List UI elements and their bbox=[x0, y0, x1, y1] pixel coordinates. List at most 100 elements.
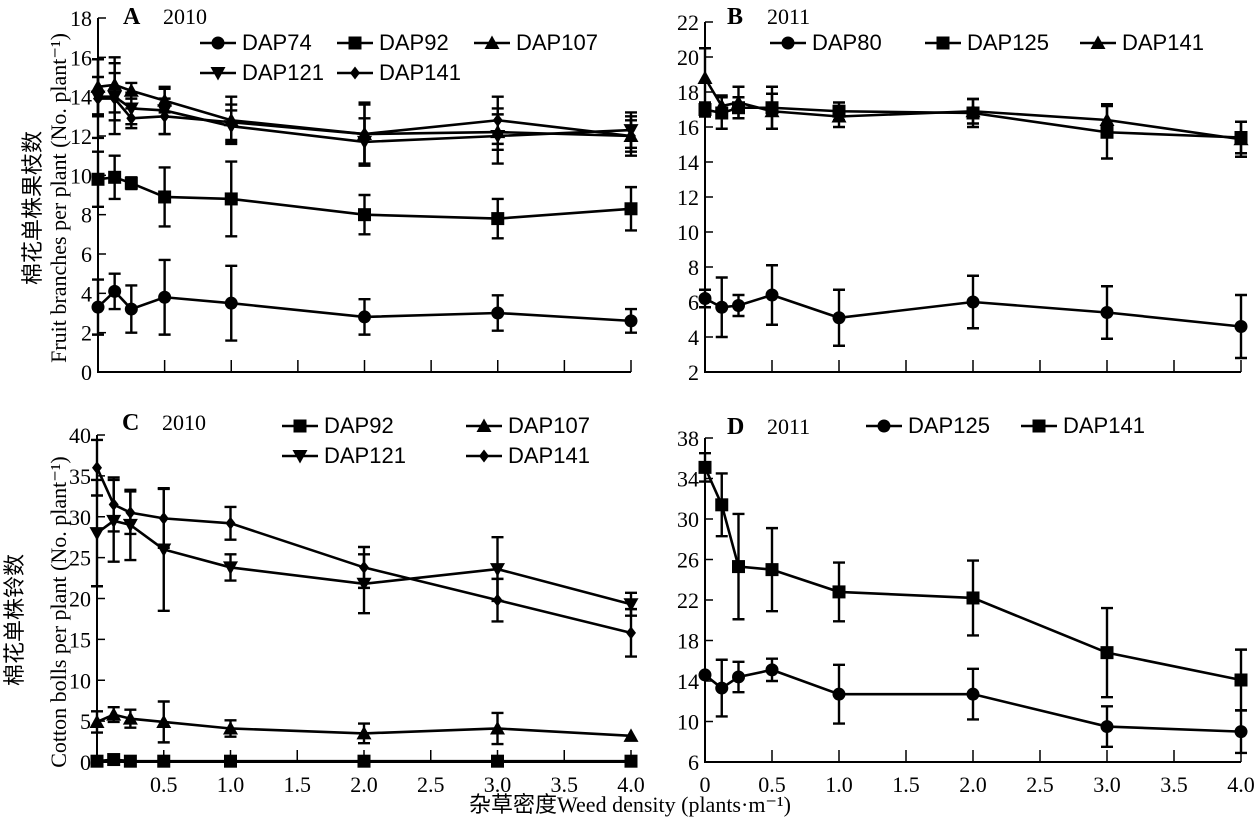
y-tick-label: 2 bbox=[688, 360, 699, 385]
data-point bbox=[91, 300, 105, 314]
y-tick-label: 22 bbox=[677, 588, 699, 613]
y-tick-label: 10 bbox=[677, 710, 699, 735]
legend-item: DAP141 bbox=[337, 60, 461, 85]
y-tick-label: 18 bbox=[677, 629, 699, 654]
y-tick-label: 12 bbox=[677, 185, 699, 210]
y-axis-label-top-cn: 棉花单株果枝数 bbox=[20, 131, 45, 285]
data-point bbox=[223, 561, 238, 575]
legend-label: DAP107 bbox=[508, 413, 590, 438]
legend-item: DAP141 bbox=[466, 443, 590, 468]
panel-year: 2011 bbox=[767, 414, 810, 439]
y-tick-label: 38 bbox=[677, 426, 699, 451]
data-point bbox=[126, 111, 137, 125]
y-tick-label: 10 bbox=[69, 668, 91, 693]
data-point bbox=[107, 753, 121, 767]
data-point bbox=[698, 668, 712, 682]
data-point bbox=[765, 288, 779, 302]
legend-label: DAP92 bbox=[324, 413, 394, 438]
panel-c: 0 5 10 15 20 25 30 35 40 0.5 1.0 1.5 2.0 2.5 3.0 3.5 4.0… bbox=[69, 410, 645, 797]
data-point bbox=[125, 506, 136, 520]
y-tick-label: 4 bbox=[688, 325, 699, 350]
legend-item: DAP74 bbox=[200, 30, 312, 55]
data-point bbox=[832, 687, 846, 701]
data-point bbox=[715, 681, 729, 695]
x-tick-label: 2.5 bbox=[417, 772, 445, 797]
y-tick-label: 20 bbox=[677, 45, 699, 70]
x-tick-label: 0.5 bbox=[150, 772, 178, 797]
y-axis-label-bottom-cn: 棉花单株铃数 bbox=[2, 554, 27, 686]
legend-item: DAP107 bbox=[474, 30, 598, 55]
data-point bbox=[732, 560, 745, 574]
x-tick-label: 0 bbox=[700, 772, 711, 797]
legend-marker bbox=[211, 36, 225, 50]
data-point bbox=[89, 714, 105, 728]
x-tick-label: 1.0 bbox=[825, 772, 853, 797]
legend-marker bbox=[877, 419, 891, 433]
data-point bbox=[966, 591, 980, 605]
y-tick-label: 35 bbox=[69, 464, 91, 489]
series-dap121 bbox=[89, 478, 639, 617]
y-tick-label: 14 bbox=[70, 85, 92, 110]
legend-item: DAP141 bbox=[1080, 30, 1204, 55]
data-point bbox=[965, 103, 981, 118]
data-point bbox=[223, 720, 238, 735]
series-dap141 bbox=[697, 47, 1249, 158]
data-point bbox=[156, 714, 172, 728]
data-point bbox=[490, 563, 505, 577]
y-axis-label-top: 棉花单株果枝数 bbox=[20, 131, 45, 285]
y-tick-label: 8 bbox=[688, 255, 699, 280]
legend-marker bbox=[479, 449, 489, 463]
data-point bbox=[1100, 306, 1114, 319]
panel-year: 2010 bbox=[162, 410, 206, 435]
data-point bbox=[90, 754, 104, 768]
y-tick-label: 10 bbox=[70, 163, 92, 188]
data-point bbox=[1234, 320, 1248, 333]
data-point bbox=[1100, 646, 1114, 660]
data-point bbox=[109, 92, 120, 106]
data-point bbox=[832, 585, 846, 599]
legend-item: DAP92 bbox=[337, 30, 449, 55]
y-tick-label: 0 bbox=[80, 750, 91, 775]
data-point bbox=[765, 563, 779, 577]
data-point bbox=[158, 511, 169, 525]
legend-label: DAP121 bbox=[324, 443, 406, 468]
x-tick-label: 3.0 bbox=[1093, 772, 1121, 797]
legend-item: DAP107 bbox=[466, 413, 590, 438]
x-tick-label: 0.5 bbox=[758, 772, 786, 797]
data-point bbox=[106, 707, 122, 721]
data-point bbox=[490, 720, 505, 735]
data-point bbox=[108, 170, 122, 184]
data-point bbox=[359, 127, 370, 141]
legend-marker bbox=[348, 36, 362, 50]
data-point bbox=[124, 302, 138, 316]
data-point bbox=[492, 593, 503, 607]
legend-item: DAP121 bbox=[282, 443, 406, 468]
data-point bbox=[698, 103, 712, 116]
series-line bbox=[98, 97, 632, 138]
legend-label: DAP141 bbox=[379, 60, 461, 85]
y-axis-label-bottom-en: Cotton bolls per plant (No. plant⁻¹) bbox=[46, 456, 71, 768]
data-point bbox=[108, 284, 122, 298]
panel-year: 2011 bbox=[767, 4, 810, 29]
data-point bbox=[714, 98, 730, 112]
panel-d: 6 10 14 18 22 26 30 34 38 0 0.5 1.0 1.5 2.0 2.5 3.0 3.5 4… bbox=[677, 413, 1255, 797]
data-point bbox=[157, 754, 171, 768]
x-tick-label: 1.0 bbox=[217, 772, 245, 797]
y-tick-label: 16 bbox=[70, 45, 92, 70]
data-point bbox=[966, 295, 980, 309]
data-point bbox=[124, 176, 138, 190]
legend-marker bbox=[781, 36, 795, 50]
x-tick-label: 3.5 bbox=[551, 772, 579, 797]
series-dap74 bbox=[91, 258, 638, 342]
legend-marker bbox=[1032, 419, 1046, 433]
data-point bbox=[624, 754, 638, 768]
data-point bbox=[1234, 673, 1248, 687]
x-tick-label: 3.5 bbox=[1160, 772, 1188, 797]
data-point bbox=[492, 113, 503, 127]
data-point bbox=[89, 527, 105, 541]
legend-marker bbox=[292, 450, 308, 464]
y-tick-label: 20 bbox=[69, 587, 91, 612]
series-dap80 bbox=[698, 264, 1248, 360]
